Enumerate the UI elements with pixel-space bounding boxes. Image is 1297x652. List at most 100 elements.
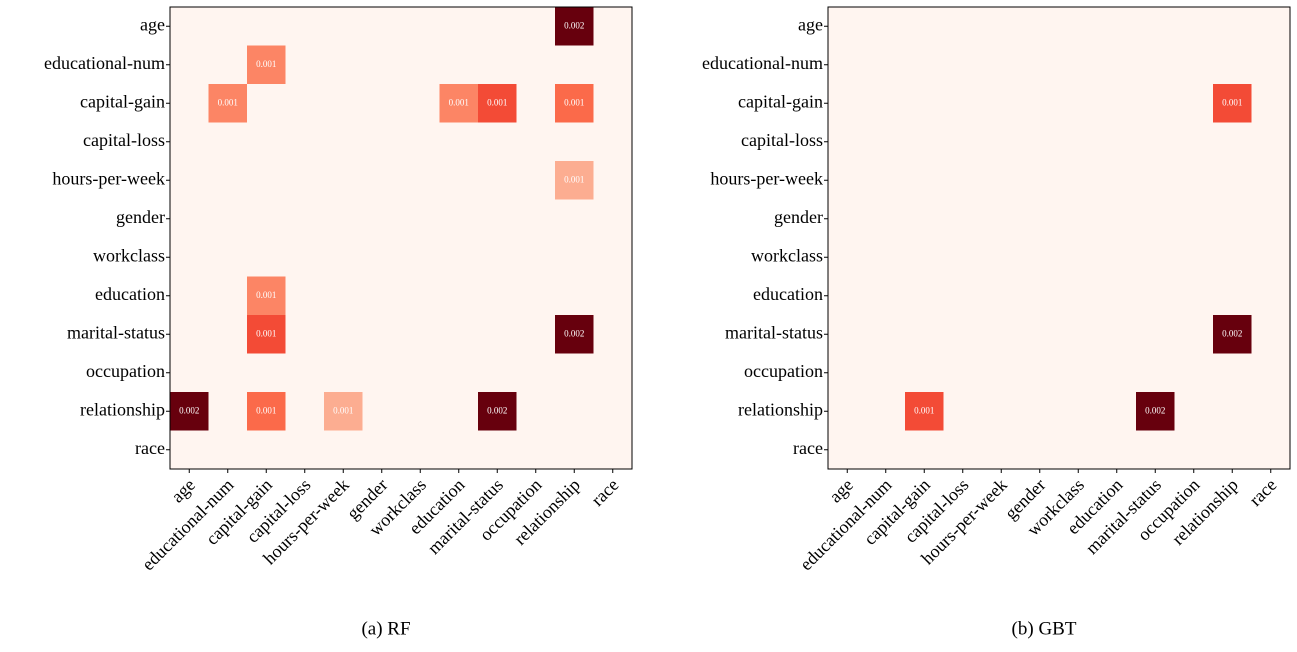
heatmap-cell <box>828 45 867 85</box>
heatmap-cell <box>285 276 325 316</box>
heatmap-cell <box>866 392 906 431</box>
heatmap-cell <box>1136 199 1175 239</box>
heatmap-cell <box>593 45 633 85</box>
heatmap-cell <box>905 276 944 316</box>
heatmap-cell <box>247 45 286 85</box>
value-label: 0.001 <box>256 59 276 69</box>
heatmap-cell <box>362 276 402 316</box>
heatmap-cell <box>555 238 594 277</box>
heatmap-cell <box>1174 122 1214 162</box>
heatmap-cell <box>1020 161 1060 200</box>
heatmap-cell <box>866 161 906 200</box>
heatmap-cell <box>593 161 633 200</box>
heatmap-cell <box>324 122 363 162</box>
heatmap-cell <box>1097 84 1137 123</box>
heatmap-cell <box>1251 45 1291 85</box>
heatmap-cell <box>1251 353 1291 393</box>
value-label: 0.002 <box>179 405 199 415</box>
y-tick-label: education <box>753 284 823 304</box>
heatmap-cell <box>208 353 248 393</box>
heatmap-cell <box>1097 7 1137 46</box>
heatmap-cell <box>285 315 325 354</box>
heatmap-cell <box>1136 392 1175 431</box>
y-tick-label: gender <box>116 207 165 227</box>
heatmap-cell <box>828 7 867 46</box>
heatmap-cell <box>247 84 286 123</box>
heatmap-cell <box>324 392 363 431</box>
heatmap-cell <box>1059 238 1098 277</box>
heatmap-cell <box>555 199 594 239</box>
heatmap-cell <box>1213 276 1252 316</box>
heatmap-cell <box>982 353 1021 393</box>
heatmap-cell <box>1136 238 1175 277</box>
heatmap-cell <box>1174 161 1214 200</box>
heatmap-cell <box>285 84 325 123</box>
heatmap-cell <box>516 122 556 162</box>
y-tick-label: relationship <box>738 399 823 419</box>
heatmap-cell <box>285 238 325 277</box>
heatmap-cell <box>555 7 594 46</box>
heatmap-cell <box>478 161 517 200</box>
heatmap-cell <box>401 315 440 354</box>
heatmap-cell <box>905 315 944 354</box>
heatmap-cell <box>247 7 286 46</box>
x-tick-label: race <box>587 475 622 510</box>
heatmap-cell <box>866 430 906 470</box>
heatmap-cell <box>401 45 440 85</box>
heatmap-cell <box>170 276 209 316</box>
x-tick-label: race <box>1245 475 1280 510</box>
heatmap-cell <box>478 315 517 354</box>
heatmap-cell <box>1020 238 1060 277</box>
heatmap-cell <box>247 430 286 470</box>
heatmap-cell <box>1059 161 1098 200</box>
heatmap-cell <box>401 122 440 162</box>
plot-frame <box>169 6 633 470</box>
heatmap-cell <box>1136 353 1175 393</box>
heatmap-cell <box>362 315 402 354</box>
heatmap-cell <box>828 276 867 316</box>
heatmap-cell <box>593 276 633 316</box>
heatmap-cell <box>1251 315 1291 354</box>
heatmap-cell <box>208 315 248 354</box>
heatmap-cell <box>905 199 944 239</box>
heatmap-cell <box>1174 276 1214 316</box>
heatmap-cell <box>362 161 402 200</box>
value-label: 0.001 <box>256 405 276 415</box>
heatmap-cell <box>1213 392 1252 431</box>
heatmap-cell <box>208 238 248 277</box>
heatmap-cell <box>1174 84 1214 123</box>
heatmap-cell <box>170 122 209 162</box>
y-tick-label: hours-per-week <box>710 168 823 188</box>
heatmap-cell <box>1020 122 1060 162</box>
heatmap-cell <box>943 161 983 200</box>
heatmap-cell <box>1251 238 1291 277</box>
heatmap-cell <box>1020 430 1060 470</box>
heatmap-cell <box>208 161 248 200</box>
heatmap-cell <box>866 84 906 123</box>
heatmap-cell <box>555 161 594 200</box>
heatmap-cell <box>1174 199 1214 239</box>
y-tick-label: capital-gain <box>738 91 823 111</box>
heatmap-cell <box>982 122 1021 162</box>
heatmap-cell <box>905 45 944 85</box>
heatmap-cell <box>1251 199 1291 239</box>
heatmap-cell <box>1136 430 1175 470</box>
heatmap-cell <box>1213 161 1252 200</box>
heatmap-cell <box>828 84 867 123</box>
heatmap-cell <box>362 238 402 277</box>
value-label: 0.002 <box>564 328 584 338</box>
heatmap-cell <box>478 122 517 162</box>
heatmap-cell <box>982 276 1021 316</box>
value-label: 0.001 <box>256 290 276 300</box>
heatmap-cell <box>1097 45 1137 85</box>
heatmap-cell <box>285 199 325 239</box>
heatmap-cell <box>1251 7 1291 46</box>
heatmap-cell <box>555 353 594 393</box>
heatmap-cell <box>324 199 363 239</box>
heatmap-cell <box>1097 430 1137 470</box>
y-tick-label: occupation <box>744 361 823 381</box>
heatmap-cell <box>285 430 325 470</box>
heatmap-cell <box>439 430 479 470</box>
heatmap-cell <box>866 45 906 85</box>
heatmap-cell <box>324 353 363 393</box>
